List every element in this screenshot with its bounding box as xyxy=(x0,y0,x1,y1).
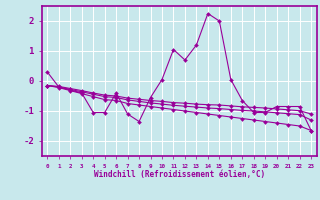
X-axis label: Windchill (Refroidissement éolien,°C): Windchill (Refroidissement éolien,°C) xyxy=(94,170,265,179)
